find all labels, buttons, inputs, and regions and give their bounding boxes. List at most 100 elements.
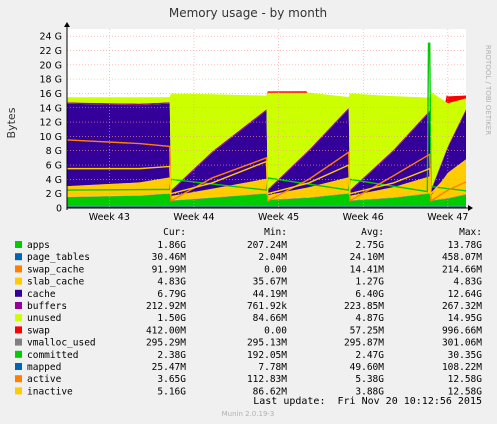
legend-value: 4.83G [157, 277, 186, 288]
legend-swatch [15, 277, 22, 285]
y-tick-label: 22 G [40, 46, 62, 57]
legend-value: 267.32M [442, 301, 482, 312]
legend: Cur: Min: Avg: Max: apps 1.86G 207.24M 2.75G 13.… [15, 227, 482, 397]
x-tick-labels: Week 43 Week 44 Week 45 Week 46 Week 47 [89, 212, 469, 223]
legend-value: 223.85M [344, 301, 384, 312]
line-inactive [67, 160, 467, 196]
axes [64, 22, 473, 211]
legend-value: 30.35G [448, 350, 483, 361]
x-tick-label: Week 45 [258, 212, 299, 223]
legend-swatch [15, 387, 22, 395]
legend-value: 12.64G [448, 289, 483, 300]
y-tick-label: 16 G [40, 89, 62, 100]
grid-lines [67, 29, 466, 208]
legend-value: 7.78M [258, 362, 287, 373]
rrdtool-watermark: RRDTOOL / TOBI OETIKER [484, 45, 492, 135]
legend-value: 207.24M [247, 240, 287, 251]
legend-series-name: vmalloc_used [27, 338, 96, 349]
y-tick-label: 8 G [46, 146, 62, 157]
legend-series-name: inactive [27, 386, 73, 397]
y-tick-label: 24 G [40, 32, 62, 43]
legend-swatch [15, 338, 22, 346]
legend-value: 295.29M [146, 338, 186, 349]
y-tick-label: 6 G [46, 161, 62, 172]
legend-value: 5.38G [355, 374, 384, 385]
x-tick-label: Week 46 [343, 212, 384, 223]
legend-value: 35.67M [253, 277, 288, 288]
legend-value: 112.83M [247, 374, 287, 385]
legend-header: Min: [264, 227, 287, 238]
legend-value: 91.99M [152, 264, 187, 275]
legend-value: 2.04M [258, 252, 287, 263]
legend-value: 3.65G [157, 374, 186, 385]
legend-series-name: swap_cache [27, 264, 84, 275]
x-tick-label: Week 44 [173, 212, 214, 223]
legend-value: 214.66M [442, 264, 482, 275]
legend-series-name: active [27, 374, 62, 385]
legend-value: 1.86G [157, 240, 186, 251]
legend-value: 84.66M [253, 313, 288, 324]
legend-series-name: swap [27, 325, 50, 336]
legend-series-name: mapped [27, 362, 61, 373]
legend-value: 301.06M [442, 338, 482, 349]
legend-swatch [15, 363, 22, 370]
legend-value: 44.19M [253, 289, 288, 300]
legend-value: 0.00 [264, 325, 287, 336]
y-axis-arrow [64, 22, 70, 27]
legend-value: 6.40G [355, 289, 384, 300]
y-tick-label: 14 G [40, 103, 62, 114]
series-lines [66, 42, 467, 208]
legend-swatch [15, 265, 22, 273]
legend-value: 6.79G [157, 289, 186, 300]
legend-series-name: buffers [27, 301, 67, 312]
y-tick-labels: 0 2 G 4 G 6 G 8 G 10 G 12 G 14 G 16 G 18 G 20 G 22 … [40, 32, 62, 215]
legend-value: 12.58G [448, 386, 483, 397]
legend-swatch [15, 350, 22, 358]
legend-series-name: unused [27, 313, 61, 324]
legend-value: 2.75G [355, 240, 384, 251]
y-tick-label: 4 G [46, 175, 62, 186]
y-tick-label: 18 G [40, 75, 62, 86]
legend-series-name: page_tables [27, 252, 90, 263]
legend-header: Max: [459, 227, 482, 238]
area-swap-cache [67, 192, 466, 201]
y-axis-label: Bytes [5, 107, 18, 138]
area-cache [67, 103, 466, 197]
legend-value: 57.25M [350, 325, 385, 336]
legend-value: 295.87M [344, 338, 384, 349]
legend-value: 2.47G [355, 350, 384, 361]
legend-value: 24.10M [350, 252, 385, 263]
legend-swatch [15, 326, 22, 334]
area-unused [67, 91, 466, 191]
legend-value: 4.83G [453, 277, 482, 288]
legend-value: 12.58G [448, 374, 483, 385]
legend-value: 3.88G [355, 386, 384, 397]
legend-series-name: slab_cache [27, 277, 84, 288]
y-tick-label: 0 [56, 204, 62, 215]
legend-swatch [15, 302, 22, 309]
legend-value: 5.16G [157, 386, 186, 397]
chart-title: Memory usage - by month [169, 6, 327, 20]
legend-value: 4.87G [355, 313, 384, 324]
legend-value: 458.07M [442, 252, 482, 263]
y-tick-label: 20 G [40, 60, 62, 71]
legend-value: 0.00 [264, 264, 287, 275]
x-tick-label: Week 47 [427, 212, 468, 223]
legend-swatch [15, 314, 22, 322]
legend-value: 192.05M [247, 350, 287, 361]
legend-value: 14.95G [448, 313, 483, 324]
y-tick-label: 2 G [46, 189, 62, 200]
x-tick-label: Week 43 [89, 212, 130, 223]
y-tick-label: 12 G [40, 118, 62, 129]
legend-header: Cur: [163, 227, 186, 238]
legend-series-name: cache [27, 289, 56, 300]
legend-header: Avg: [361, 227, 384, 238]
legend-swatch [15, 289, 22, 297]
legend-value: 412.00M [146, 325, 186, 336]
legend-value: 996.66M [442, 325, 482, 336]
legend-swatch [15, 375, 22, 383]
legend-series-name: apps [27, 240, 50, 251]
legend-swatch [15, 253, 22, 261]
legend-value: 1.27G [355, 277, 384, 288]
